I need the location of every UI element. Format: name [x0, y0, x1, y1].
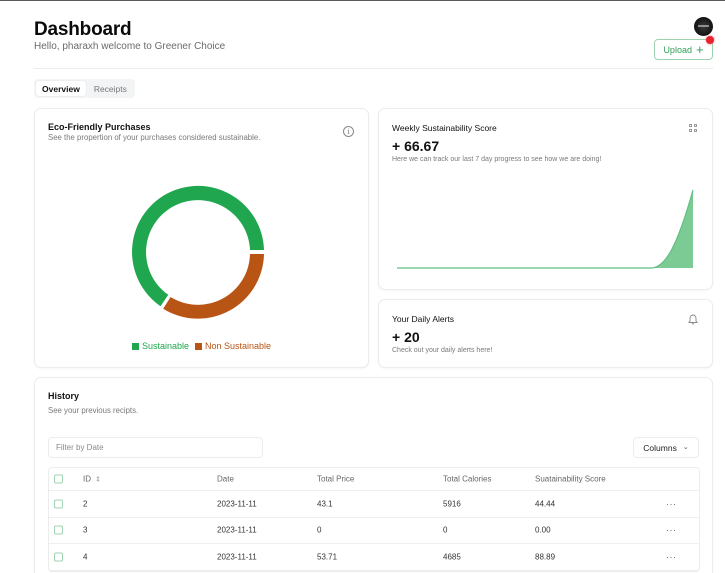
history-title: History: [48, 391, 80, 401]
weekly-score-value: + 66.67: [392, 138, 440, 154]
notification-dot: [706, 36, 714, 44]
info-icon[interactable]: i: [343, 126, 354, 137]
tab-overview[interactable]: Overview: [36, 81, 86, 96]
eco-card-description: See the propertion of your purchases con…: [48, 133, 261, 142]
history-table: ID ⇕ Date Total Price Total Calories Suat…: [48, 467, 700, 572]
legend-item-sustainable[interactable]: Sustainable: [131, 341, 189, 351]
cell-sustainability-score: 88.89: [535, 552, 556, 562]
table-header-row: ID ⇕ Date Total Price Total Calories Suat…: [49, 468, 699, 491]
cell-date: 2023-11-11: [217, 552, 257, 562]
page-title: Dashboard: [34, 19, 132, 40]
header-label: ID: [83, 474, 91, 484]
upload-button[interactable]: Upload +: [654, 39, 713, 60]
bell-icon[interactable]: [688, 314, 698, 325]
select-all-checkbox[interactable]: [54, 474, 63, 484]
cell-total-calories: 4685: [443, 552, 461, 562]
area-fill: [397, 190, 693, 268]
cell-id: 4: [83, 552, 88, 562]
cell-id: 2: [83, 499, 88, 509]
row-checkbox[interactable]: [54, 525, 63, 535]
tab-receipts[interactable]: Receipts: [93, 83, 127, 94]
column-header-total-price: Total Price: [317, 474, 355, 484]
table-row[interactable]: 2 2023-11-11 43.1 5916 44.44 ···: [49, 491, 699, 518]
legend-swatch-orange: [195, 342, 202, 350]
eco-friendly-card: Eco-Friendly Purchases See the propertio…: [34, 108, 369, 368]
cell-date: 2023-11-11: [217, 525, 257, 535]
donut-legend: Sustainable Non Sustainable: [35, 341, 368, 351]
legend-label: Sustainable: [141, 341, 189, 351]
window-top-border: [0, 0, 725, 1]
cell-sustainability-score: 0.00: [535, 525, 551, 535]
donut-segment-non-sustainable[interactable]: [163, 254, 264, 319]
alerts-card-description: Check out your daily alerts here!: [392, 347, 493, 354]
cell-total-calories: 0: [443, 525, 448, 535]
chevron-down-icon: ⌄: [682, 443, 689, 451]
columns-dropdown-button[interactable]: Columns ⌄: [633, 437, 699, 458]
legend-swatch-green: [131, 342, 139, 350]
eco-donut-chart: [130, 184, 266, 320]
weekly-area-chart: [397, 187, 695, 269]
columns-label: Columns: [643, 442, 677, 453]
area-line: [397, 189, 694, 269]
header-divider: [34, 68, 713, 69]
legend-label: Non Sustainable: [205, 341, 272, 351]
eco-card-title: Eco-Friendly Purchases: [48, 122, 151, 132]
cell-total-calories: 5916: [443, 499, 461, 509]
cell-date: 2023-11-11: [217, 499, 257, 509]
column-header-date: Date: [217, 474, 234, 484]
weekly-score-card: Weekly Sustainability Score + 66.67 Here…: [378, 108, 713, 290]
alerts-card-title: Your Daily Alerts: [392, 314, 455, 324]
alerts-count-value: + 20: [392, 329, 420, 345]
more-actions-icon[interactable]: ···: [666, 498, 677, 509]
upload-label: Upload: [663, 44, 692, 55]
row-checkbox[interactable]: [54, 499, 63, 509]
table-row[interactable]: 4 2023-11-11 53.71 4685 88.89 ···: [49, 544, 699, 571]
legend-item-non-sustainable[interactable]: Non Sustainable: [195, 341, 271, 351]
cell-total-price: 43.1: [317, 499, 333, 509]
welcome-message: Hello, pharaxh welcome to Greener Choice: [34, 41, 226, 52]
more-actions-icon[interactable]: ···: [666, 551, 677, 562]
tab-bar: Overview Receipts: [34, 79, 135, 98]
weekly-card-description: Here we can track our last 7 day progres…: [392, 156, 602, 163]
column-header-total-calories: Total Calories: [443, 474, 492, 484]
plus-icon: +: [695, 42, 704, 57]
table-row[interactable]: 3 2023-11-11 0 0 0.00 ···: [49, 518, 699, 544]
history-card: History See your previous recipts. Colum…: [34, 377, 713, 573]
more-actions-icon[interactable]: ···: [666, 525, 677, 536]
cell-id: 3: [83, 525, 88, 535]
column-header-sustainability-score: Suatainability Score: [535, 474, 606, 484]
user-avatar[interactable]: [694, 17, 713, 36]
column-header-id[interactable]: ID ⇕: [83, 475, 101, 484]
cell-total-price: 0: [317, 525, 322, 535]
cell-total-price: 53.71: [317, 552, 338, 562]
cell-sustainability-score: 44.44: [535, 499, 556, 509]
sort-icon[interactable]: ⇕: [95, 476, 101, 484]
daily-alerts-card: Your Daily Alerts + 20 Check out your da…: [378, 299, 713, 368]
weekly-card-title: Weekly Sustainability Score: [392, 123, 497, 133]
filter-by-date-input[interactable]: [48, 437, 263, 458]
row-checkbox[interactable]: [54, 552, 63, 562]
history-description: See your previous recipts.: [48, 406, 139, 415]
scan-icon[interactable]: [689, 124, 698, 133]
